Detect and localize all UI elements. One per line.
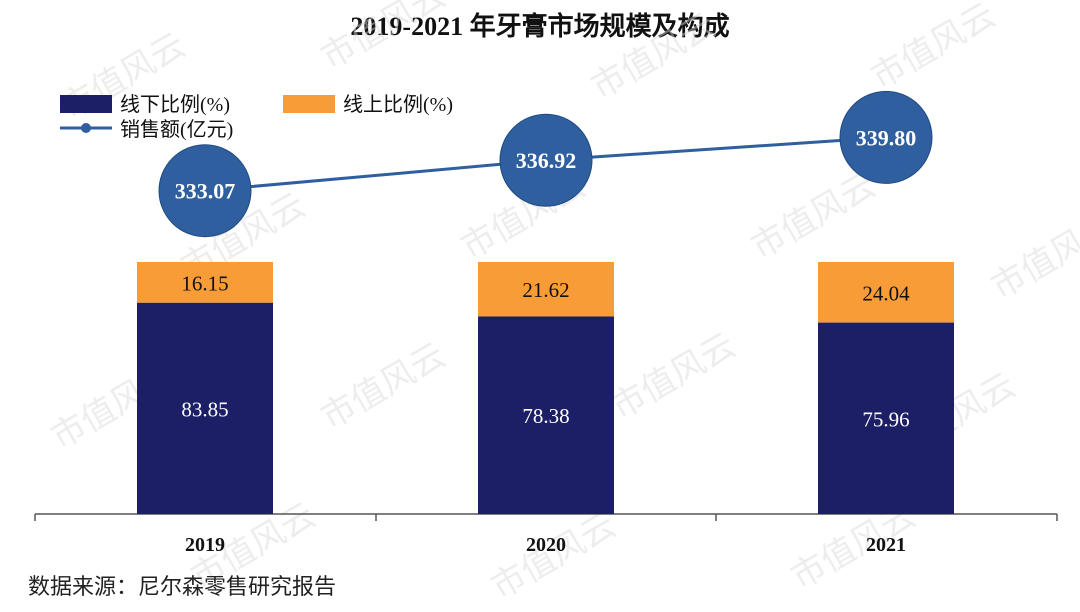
legend-label-sales: 销售额(亿元) (120, 118, 233, 141)
data-label-online: 24.04 (862, 281, 910, 305)
chart-title: 2019-2021 年牙膏市场规模及构成 (350, 12, 730, 41)
legend-label-offline: 线下比例(%) (120, 93, 230, 116)
bar-online (137, 262, 273, 303)
data-label-offline: 83.85 (181, 397, 228, 421)
watermark-text: 市值风云 (985, 205, 1080, 308)
sales-point (499, 113, 593, 207)
legend-swatch-online (283, 95, 335, 113)
x-tick-label: 2019 (185, 534, 225, 556)
sales-point (158, 144, 252, 238)
data-label-online: 16.15 (181, 271, 228, 295)
sales-point (839, 90, 933, 184)
x-tick-label: 2021 (866, 534, 906, 556)
legend-label-online: 线上比例(%) (343, 93, 453, 116)
data-label-offline: 78.38 (522, 404, 569, 428)
source-note: 数据来源：尼尔森零售研究报告 (28, 574, 337, 599)
legend-marker-sales (81, 123, 91, 133)
x-tick-label: 2020 (526, 534, 566, 556)
watermark-text: 市值风云 (315, 335, 453, 438)
watermark-text: 市值风云 (865, 0, 1003, 98)
data-label-offline: 75.96 (862, 407, 909, 431)
watermark-text: 市值风云 (745, 165, 883, 268)
bar-online (818, 262, 954, 323)
sales-label: 339.80 (856, 125, 917, 150)
watermark-text: 市值风云 (315, 0, 453, 78)
bar-offline (137, 302, 273, 514)
watermark-text: 市值风云 (605, 325, 743, 428)
watermark-text: 市值风云 (485, 505, 623, 608)
watermark-text: 市值风云 (585, 5, 723, 108)
bar-offline (478, 316, 614, 514)
sales-label: 333.07 (175, 179, 236, 204)
sales-label: 336.92 (516, 148, 577, 173)
bar-online (478, 262, 614, 317)
legend-swatch-offline (60, 95, 112, 113)
bar-offline (818, 322, 954, 514)
data-label-online: 21.62 (522, 278, 569, 302)
